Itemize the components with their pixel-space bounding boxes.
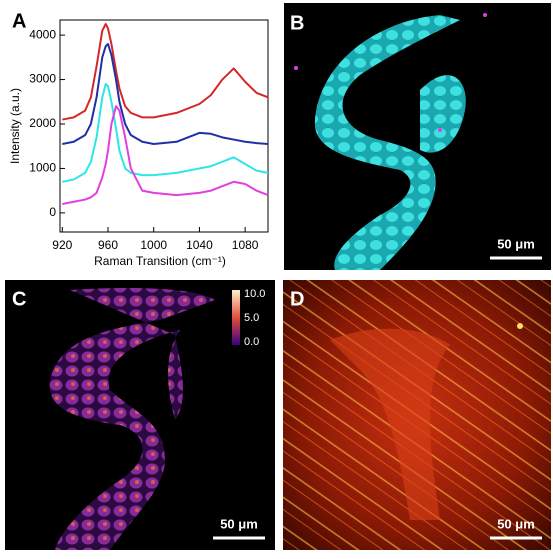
panel-c: 10.0 5.0 0.0 C 50 μm	[5, 280, 275, 550]
panel-label: D	[290, 288, 304, 310]
scale-label: 50 μm	[220, 516, 258, 531]
tissue-c	[49, 288, 215, 550]
y-tick-label: 2000	[29, 116, 56, 130]
colorbar	[232, 290, 240, 345]
panel-d: D 50 μm	[283, 280, 551, 550]
spectrum-line	[62, 23, 269, 121]
tissue-d	[330, 328, 450, 520]
spectrum-line	[62, 105, 269, 205]
speck	[483, 13, 487, 17]
speck	[438, 128, 442, 132]
colorbar-label: 5.0	[244, 312, 259, 324]
x-tick-label: 1000	[140, 238, 167, 252]
colorbar-label: 10.0	[244, 288, 265, 300]
y-tick-label: 1000	[29, 161, 56, 175]
panel-label: A	[12, 10, 26, 32]
scale-label: 50 μm	[497, 236, 535, 251]
speck	[294, 66, 298, 70]
plot-frame	[59, 19, 269, 233]
y-tick-label: 0	[49, 205, 56, 219]
panel-b: B 50 μm	[284, 3, 551, 270]
x-tick-label: 1040	[186, 238, 213, 252]
speck	[517, 323, 523, 329]
spectrum-line	[62, 43, 269, 145]
x-tick-label: 920	[52, 238, 72, 252]
colorbar-label: 0.0	[244, 336, 259, 348]
x-axis-label: Raman Transition (cm⁻¹)	[94, 254, 226, 268]
x-tick-label: 1080	[232, 238, 259, 252]
y-tick-label: 4000	[29, 27, 56, 41]
x-tick-label: 960	[98, 238, 118, 252]
panel-label: C	[12, 288, 26, 310]
spectrum-line	[62, 83, 269, 183]
tissue-b	[420, 75, 466, 153]
scale-label: 50 μm	[497, 516, 535, 531]
panel-a: A Raman Transition (cm⁻¹) Intensity (a.u…	[8, 10, 269, 268]
y-tick-label: 3000	[29, 72, 56, 86]
tissue-b	[314, 15, 460, 270]
y-axis-label: Intensity (a.u.)	[8, 88, 22, 164]
panel-label: B	[290, 12, 304, 34]
